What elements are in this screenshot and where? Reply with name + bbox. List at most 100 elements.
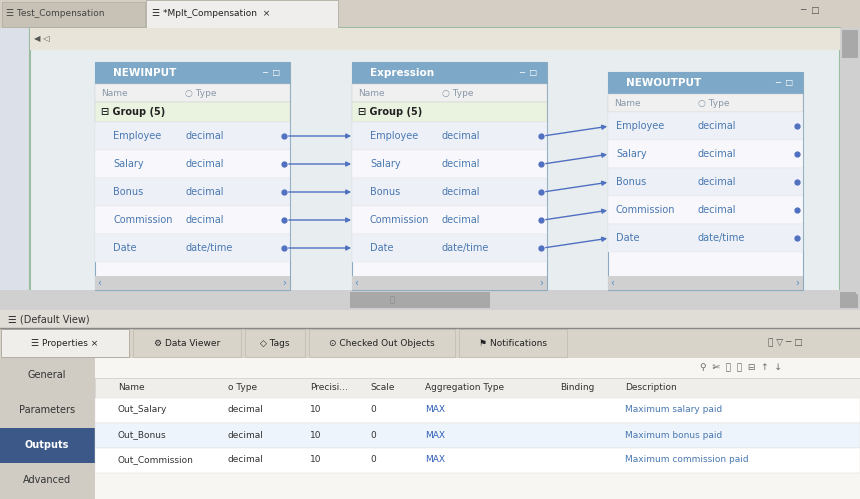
Bar — [95, 398, 860, 423]
Text: Out_Commission: Out_Commission — [118, 456, 194, 465]
Text: decimal: decimal — [698, 205, 736, 215]
Bar — [608, 224, 803, 252]
Bar — [352, 150, 547, 178]
Bar — [146, 0, 338, 28]
Bar — [608, 94, 803, 112]
Text: ‹: ‹ — [354, 278, 358, 288]
Text: ›: › — [539, 278, 543, 288]
Bar — [608, 72, 803, 290]
Bar — [95, 448, 860, 473]
Bar — [0, 328, 860, 358]
Text: Salary: Salary — [113, 159, 144, 169]
Text: date/time: date/time — [698, 233, 746, 243]
Bar — [0, 310, 860, 328]
Text: Name: Name — [118, 384, 144, 393]
Text: decimal: decimal — [698, 121, 736, 131]
Text: 0: 0 — [370, 406, 376, 415]
Bar — [0, 358, 95, 499]
Text: Bonus: Bonus — [113, 187, 144, 197]
Text: Out_Bonus: Out_Bonus — [118, 431, 167, 440]
Text: ⚑ Notifications: ⚑ Notifications — [479, 338, 547, 347]
Text: ─  □: ─ □ — [800, 5, 820, 14]
Text: Date: Date — [370, 243, 394, 253]
Text: Out_Salary: Out_Salary — [118, 406, 168, 415]
Bar — [95, 423, 860, 448]
Text: decimal: decimal — [442, 187, 481, 197]
Text: decimal: decimal — [442, 159, 481, 169]
Bar — [0, 28, 30, 310]
Bar — [30, 28, 840, 50]
Text: Scale: Scale — [370, 384, 395, 393]
Text: ›: › — [795, 278, 799, 288]
Bar — [95, 84, 290, 102]
Text: Employee: Employee — [616, 121, 664, 131]
Bar — [95, 102, 290, 122]
Bar — [95, 178, 290, 206]
Text: ⚲  ✄  ⎘  ⎙  ⊟  ↑  ↓: ⚲ ✄ ⎘ ⎙ ⊟ ↑ ↓ — [700, 363, 782, 372]
Bar — [1, 329, 129, 357]
Text: ─  □: ─ □ — [775, 78, 793, 87]
Text: ◇ Tags: ◇ Tags — [261, 338, 290, 347]
Bar — [608, 168, 803, 196]
Bar — [0, 290, 860, 310]
Text: 0: 0 — [370, 431, 376, 440]
Bar — [0, 0, 860, 28]
Text: Name: Name — [614, 98, 641, 107]
Text: decimal: decimal — [442, 215, 481, 225]
Text: 10: 10 — [310, 406, 322, 415]
Bar — [95, 122, 290, 150]
Text: NEWINPUT: NEWINPUT — [113, 68, 176, 78]
Bar — [95, 62, 290, 290]
Text: Maximum bonus paid: Maximum bonus paid — [625, 431, 722, 440]
Text: ☰ Properties ×: ☰ Properties × — [31, 338, 99, 347]
Text: ☰ *MpIt_Compensation  ×: ☰ *MpIt_Compensation × — [152, 9, 270, 18]
Text: NEWOUTPUT: NEWOUTPUT — [626, 78, 701, 88]
Text: ⊙ Checked Out Objects: ⊙ Checked Out Objects — [329, 338, 435, 347]
Bar — [352, 178, 547, 206]
Text: Date: Date — [616, 233, 640, 243]
Text: o Type: o Type — [228, 384, 257, 393]
Text: Bonus: Bonus — [616, 177, 646, 187]
Text: ☰ Test_Compensation: ☰ Test_Compensation — [6, 9, 105, 18]
Text: Name: Name — [358, 88, 384, 97]
Bar — [309, 329, 455, 357]
Text: Outputs: Outputs — [25, 440, 69, 450]
Bar — [95, 150, 290, 178]
Bar — [352, 206, 547, 234]
Text: ─  □: ─ □ — [519, 68, 538, 77]
Bar — [840, 292, 856, 308]
Text: MAX: MAX — [425, 406, 445, 415]
Bar — [608, 196, 803, 224]
Bar — [842, 294, 858, 308]
Bar — [352, 62, 547, 84]
Bar — [350, 292, 490, 308]
Text: ›: › — [282, 278, 286, 288]
Bar — [0, 358, 95, 393]
Text: decimal: decimal — [228, 406, 264, 415]
Bar — [0, 463, 95, 498]
Text: Commission: Commission — [616, 205, 675, 215]
Bar — [352, 102, 547, 122]
Text: 10: 10 — [310, 456, 322, 465]
Text: Commission: Commission — [113, 215, 173, 225]
Text: ○ Type: ○ Type — [698, 98, 729, 107]
Bar — [30, 28, 840, 310]
Text: ○ Type: ○ Type — [185, 88, 217, 97]
Text: Employee: Employee — [113, 131, 162, 141]
Text: Salary: Salary — [370, 159, 401, 169]
Text: Salary: Salary — [616, 149, 647, 159]
Text: decimal: decimal — [442, 131, 481, 141]
Bar — [608, 112, 803, 140]
Bar — [459, 329, 567, 357]
Text: Binding: Binding — [560, 384, 594, 393]
Text: ⬥: ⬥ — [390, 295, 395, 304]
Bar — [95, 206, 290, 234]
Bar — [95, 378, 860, 398]
Text: decimal: decimal — [185, 187, 224, 197]
Text: Parameters: Parameters — [19, 405, 75, 415]
Text: Maximum salary paid: Maximum salary paid — [625, 406, 722, 415]
Bar — [245, 329, 305, 357]
Text: ‹: ‹ — [610, 278, 614, 288]
Bar — [95, 358, 860, 378]
Text: Bonus: Bonus — [370, 187, 400, 197]
